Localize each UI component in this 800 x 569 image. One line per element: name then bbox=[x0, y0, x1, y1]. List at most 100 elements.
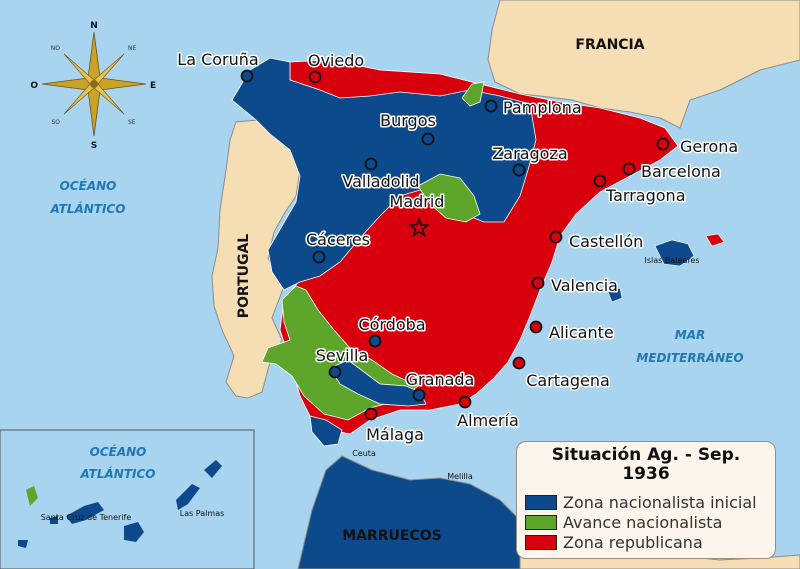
label-canarias-oceano-2: ATLÁNTICO bbox=[80, 466, 156, 481]
city-label: Gerona bbox=[680, 137, 738, 156]
city-label: Sevilla bbox=[316, 346, 369, 365]
city-label: Zaragoza bbox=[492, 144, 567, 163]
label-melilla: Melilla bbox=[447, 472, 473, 481]
city-label: Pamplona bbox=[503, 98, 582, 117]
city-label-halo: Almería bbox=[457, 411, 519, 430]
city-label: Tarragona bbox=[605, 186, 686, 205]
city-marker-icon bbox=[593, 174, 607, 188]
city-marker-icon bbox=[512, 163, 526, 177]
city-marker-icon bbox=[421, 132, 435, 146]
spain-advance-north bbox=[461, 81, 485, 107]
city-label-halo: Burgos bbox=[380, 111, 436, 130]
city-label-halo: Sevilla bbox=[316, 346, 369, 365]
legend-swatch-nationalist bbox=[525, 494, 557, 510]
city-marker-icon bbox=[328, 365, 342, 379]
canary-island-tenerife bbox=[66, 502, 104, 524]
compass-no: NO bbox=[51, 45, 60, 52]
city-marker-icon bbox=[622, 162, 636, 176]
city-label-halo: Pamplona bbox=[503, 98, 582, 117]
city-label-halo: Oviedo bbox=[308, 51, 364, 70]
city-marker-icon bbox=[368, 334, 382, 348]
canary-island-hierro bbox=[18, 540, 28, 548]
legend-swatch-advance bbox=[525, 514, 557, 530]
canary-island-palma bbox=[26, 486, 38, 506]
canary-island-gomera bbox=[50, 516, 58, 524]
city-label: Cartagena bbox=[526, 371, 610, 390]
city-label-halo: Cartagena bbox=[526, 371, 610, 390]
label-marruecos: MARRUECOS bbox=[342, 528, 442, 544]
city-marker-icon bbox=[412, 388, 426, 402]
city-label-halo: Madrid bbox=[390, 192, 445, 211]
city-label-halo: Córdoba bbox=[358, 315, 425, 334]
city-label: Málaga bbox=[366, 425, 424, 444]
label-ceuta: Ceuta bbox=[352, 449, 376, 458]
capital-star-icon bbox=[408, 216, 430, 238]
legend-row-advance: Avance nacionalista bbox=[525, 512, 722, 532]
legend-label-nationalist: Zona nacionalista inicial bbox=[563, 492, 757, 512]
city-marker-icon bbox=[312, 250, 326, 264]
city-label-halo: Valladolid bbox=[342, 172, 419, 191]
legend-row-nationalist: Zona nacionalista inicial bbox=[525, 492, 757, 512]
city-label-halo: Valencia bbox=[551, 276, 618, 295]
city-label-halo: La Coruña bbox=[177, 50, 258, 69]
city-label: Almería bbox=[457, 411, 519, 430]
city-label: Córdoba bbox=[358, 315, 425, 334]
canary-inset bbox=[0, 429, 255, 569]
compass-se: SE bbox=[128, 119, 136, 126]
legend-title-year: 1936 bbox=[622, 464, 670, 484]
menorca-island bbox=[705, 233, 725, 247]
legend-label-advance: Avance nacionalista bbox=[563, 512, 723, 532]
city-label-halo: Cáceres bbox=[306, 230, 370, 249]
city-label-halo: Málaga bbox=[366, 425, 424, 444]
city-label: Madrid bbox=[390, 192, 445, 211]
city-label: Granada bbox=[406, 370, 475, 389]
city-label: Alicante bbox=[549, 323, 614, 342]
ibiza-island bbox=[607, 287, 623, 303]
city-label-halo: Zaragoza bbox=[492, 144, 567, 163]
city-label: Oviedo bbox=[308, 51, 364, 70]
mallorca-island bbox=[654, 239, 695, 267]
label-las-palmas: Las Palmas bbox=[180, 509, 225, 518]
city-marker-icon bbox=[308, 70, 322, 84]
canary-island-lanzarote bbox=[204, 460, 222, 478]
france-land bbox=[487, 0, 800, 129]
compass-ne: NE bbox=[128, 45, 136, 52]
legend-box: Situación Ag. - Sep. 1936 Zona nacionali… bbox=[516, 441, 776, 559]
label-portugal: PORTUGAL bbox=[236, 234, 252, 319]
compass-rose: N S E O NE NO SE SO bbox=[30, 21, 156, 151]
city-marker-icon bbox=[364, 407, 378, 421]
label-baleares: Islas Baleares bbox=[644, 256, 699, 265]
city-label: Barcelona bbox=[641, 162, 721, 181]
label-mar-1: MAR bbox=[675, 328, 705, 342]
city-marker-icon bbox=[512, 356, 526, 370]
canary-island-fuerteventura bbox=[176, 484, 200, 510]
city-marker-icon bbox=[364, 157, 378, 171]
city-marker-icon bbox=[656, 137, 670, 151]
city-marker-icon bbox=[458, 395, 472, 409]
label-francia: FRANCIA bbox=[575, 37, 644, 53]
label-canarias-oceano-1: OCÉANO bbox=[90, 444, 147, 459]
city-label: Burgos bbox=[380, 111, 436, 130]
city-label: Castellón bbox=[569, 232, 643, 251]
city-label-halo: Alicante bbox=[549, 323, 614, 342]
city-label-halo: Granada bbox=[406, 370, 475, 389]
city-marker-icon bbox=[549, 230, 563, 244]
